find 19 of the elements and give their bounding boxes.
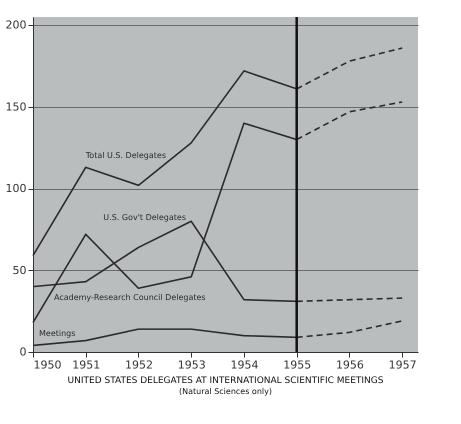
series-label: Total U.S. Delegates — [84, 151, 166, 160]
x-tick-label: 1956 — [336, 358, 364, 372]
y-tick-label: 50 — [12, 264, 26, 277]
y-tick-label: 100 — [6, 182, 26, 196]
x-tick-label: 1951 — [72, 358, 100, 372]
y-tick-label: 200 — [6, 18, 26, 32]
x-tick-label: 1953 — [178, 358, 206, 372]
x-tick-label: 1950 — [34, 358, 62, 372]
y-tick-label: 0 — [20, 346, 26, 358]
x-tick-label: 1955 — [283, 358, 312, 372]
series-label: Academy-Research Council Delegates — [54, 293, 206, 302]
series-label: U.S. Gov't Delegates — [103, 213, 186, 222]
series-label: Meetings — [39, 329, 76, 338]
x-tick-label: 1952 — [124, 358, 153, 372]
text: UNITED STATES DELEGATES AT INTERNATIONAL SCIENTIFIC MEETINGS — [68, 376, 384, 386]
y-tick-label: 150 — [6, 100, 26, 114]
x-tick-label: 1954 — [230, 358, 258, 372]
text: (Natural Sciences only) — [179, 387, 272, 396]
x-tick-label: 1957 — [388, 358, 417, 372]
